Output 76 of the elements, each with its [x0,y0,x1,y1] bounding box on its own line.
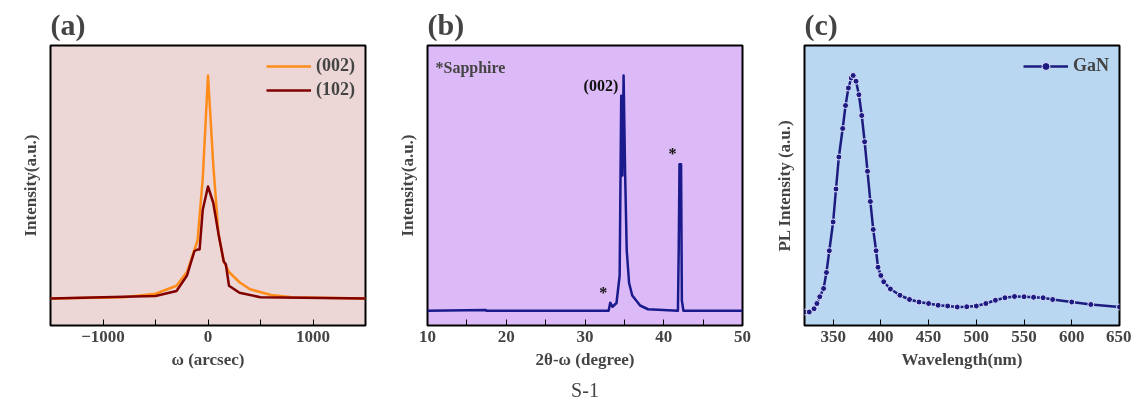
x-tick-label: 10 [419,326,436,346]
x-tick-label: 650 [1106,326,1131,346]
point [829,218,837,226]
x-tick-label: 20 [497,326,515,346]
point [855,91,863,99]
y-axis-title: Intensity(a.u.) [20,134,40,237]
point [896,291,904,299]
point [852,77,860,85]
point [858,112,866,119]
point [1011,293,1018,300]
point [953,303,961,311]
point [925,300,933,307]
point [813,300,821,307]
x-axis-title: ω (arcsec) [171,349,245,369]
legend-label: (102) [316,79,355,100]
x-tick-label: 450 [915,326,942,346]
x-tick-label: 400 [868,326,894,346]
chart-title: (b) [427,7,465,42]
point [1039,294,1047,302]
point [1030,293,1038,301]
point [866,198,874,205]
annotation: *Sapphire [435,58,506,77]
x-tick-label: 500 [963,326,990,346]
x-tick-label: 30 [576,326,594,346]
point [877,272,885,279]
point [1020,293,1028,301]
point [915,298,923,306]
point [822,269,830,276]
annotation: (002) [583,76,619,95]
x-tick-label: 0 [203,326,213,346]
chart-title: (a) [50,7,86,42]
text: S-1 [571,378,599,401]
point [810,305,818,313]
y-axis-title: Intensity(a.u.) [397,134,417,237]
point [864,167,871,175]
point [886,285,894,293]
annotation: * [668,145,677,163]
x-tick-label: 1000 [296,326,330,346]
point [820,285,828,292]
point [880,278,888,286]
point [1001,294,1009,302]
y-axis-title: PL Intensity (a.u.) [774,120,794,252]
x-tick-label: 50 [734,326,751,346]
point [1068,298,1076,306]
point [872,247,880,255]
point [816,293,824,301]
point [861,138,869,146]
point [963,303,971,311]
point [1049,296,1057,303]
x-tick-label: 350 [820,326,846,346]
x-tick-label: 600 [1059,326,1085,346]
point [874,263,882,271]
point [832,185,840,193]
point [842,102,850,109]
point [934,301,942,309]
legend-label: GaN [1073,55,1109,76]
point [869,226,877,233]
point [805,308,813,316]
x-axis-title: Wavelength(nm) [901,349,1023,369]
point [982,300,990,307]
x-tick-label: 550 [1011,326,1037,346]
point [835,153,843,161]
point [825,247,833,255]
x-axis-title: 2θ-ω (degree) [535,349,635,369]
annotation: * [599,283,608,301]
point [844,84,852,92]
point [944,302,952,310]
chart-title: (c) [804,7,838,42]
x-tick-label: 40 [655,326,673,346]
point [972,302,980,310]
point [906,296,913,303]
legend-label: (002) [316,55,355,76]
point [1087,301,1095,308]
point [839,125,847,132]
x-tick-label: −1000 [81,326,125,346]
point [991,296,999,304]
